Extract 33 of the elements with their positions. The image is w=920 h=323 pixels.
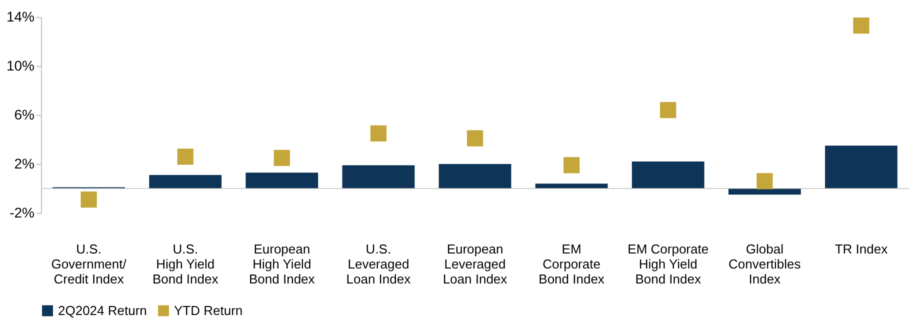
y-tick-label: 14%	[6, 8, 34, 24]
y-tick-label: 2%	[14, 156, 34, 172]
point	[274, 150, 290, 166]
y-tick-label: 6%	[14, 106, 34, 122]
x-tick-label: EM Corporate High Yield Bond Index	[628, 242, 709, 286]
x-tick-label: Global Convertibles Index	[728, 242, 802, 286]
point	[370, 125, 387, 142]
y-tick-label: -2%	[10, 204, 34, 220]
legend-label: 2Q2024 Return	[58, 302, 147, 318]
y-tick-label: 10%	[6, 58, 34, 74]
point	[466, 130, 484, 146]
x-tick-label: U.S. Leveraged Loan Index	[346, 242, 412, 286]
bar	[728, 188, 801, 195]
bar	[632, 162, 704, 188]
bar	[342, 165, 415, 188]
x-tick-label: European Leveraged Loan Index	[442, 242, 508, 286]
x-tick-label: U.S. Government/ Credit Index	[51, 242, 127, 286]
point	[177, 148, 194, 165]
point	[853, 18, 870, 34]
bar	[438, 164, 512, 188]
point	[660, 102, 676, 118]
point	[756, 173, 773, 190]
x-tick-label: TR Index	[834, 242, 888, 256]
bar	[246, 172, 318, 188]
x-tick-label: U.S. High Yield Bond Index	[152, 242, 219, 286]
legend-label: YTD Return	[174, 302, 243, 318]
bar	[825, 146, 898, 188]
bar	[535, 184, 608, 188]
x-tick-label: European High Yield Bond Index	[249, 242, 316, 286]
bar	[149, 175, 222, 188]
point	[80, 191, 97, 208]
x-tick-label: EM Corporate Bond Index	[538, 242, 605, 286]
point	[563, 157, 580, 174]
